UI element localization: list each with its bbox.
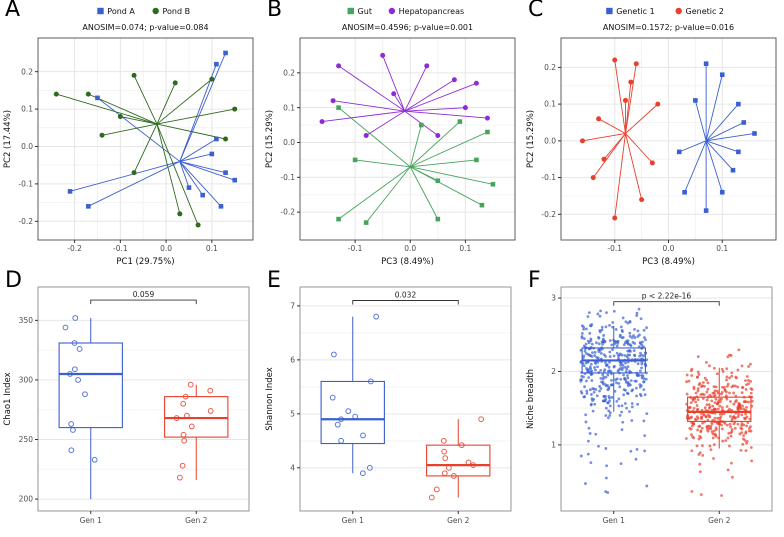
- svg-text:ANOSIM=0.074; p-value=0.084: ANOSIM=0.074; p-value=0.084: [82, 23, 208, 32]
- svg-text:0.1: 0.1: [459, 244, 471, 253]
- svg-text:6: 6: [290, 355, 295, 364]
- panel-d-chao1-boxplot: 0.059 Gen 1 Gen 2 200 250 300 350 Chao1 Index D: [0, 268, 261, 537]
- svg-text:4: 4: [290, 463, 295, 472]
- svg-text:Genetic 1: Genetic 1: [616, 7, 655, 16]
- svg-text:0.2: 0.2: [21, 67, 33, 76]
- svg-text:PC2 (17.44%): PC2 (17.44%): [3, 110, 13, 168]
- svg-text:7: 7: [290, 301, 295, 310]
- svg-text:ANOSIM=0.4596; p-value=0.001: ANOSIM=0.4596; p-value=0.001: [342, 23, 473, 32]
- svg-text:Gen 2: Gen 2: [708, 516, 731, 525]
- svg-text:350: 350: [19, 316, 34, 325]
- panel-f-label: F: [528, 268, 541, 293]
- shannon-boxplot-chart: 0.032 Gen 1 Gen 2 4 5 6 7 Shannon Index: [265, 286, 512, 525]
- svg-text:Hepatopancreas: Hepatopancreas: [399, 7, 465, 16]
- svg-text:0.0: 0.0: [544, 136, 556, 145]
- svg-text:Niche breadth: Niche breadth: [526, 369, 536, 429]
- svg-text:0.1: 0.1: [716, 244, 728, 253]
- svg-text:Pond A: Pond A: [107, 7, 135, 16]
- svg-text:0.032: 0.032: [395, 290, 417, 299]
- svg-text:300: 300: [19, 376, 34, 385]
- panel-c-pcoa-genetic: -0.1 0.0 0.1 -0.2 -0.1 0.0 0.1 0.2 PC3 (8.49%) PC…: [523, 0, 784, 270]
- svg-text:0.1: 0.1: [21, 105, 33, 114]
- svg-text:0.1: 0.1: [206, 244, 218, 253]
- svg-text:-0.1: -0.1: [113, 244, 128, 253]
- pcoa-tissue-chart: -0.1 0.0 0.1 -0.2 -0.1 0.0 0.1 0.2 PC3 (8.49%) PC…: [265, 7, 516, 267]
- svg-text:PC2 (15.29%): PC2 (15.29%): [265, 110, 275, 168]
- svg-text:-0.2: -0.2: [67, 244, 82, 253]
- svg-text:0.0: 0.0: [663, 244, 675, 253]
- niche-breadth-boxplot-chart: p < 2.22e-16 Gen 1 Gen 2 1 2 3 Niche breadth: [526, 286, 773, 525]
- svg-text:0.0: 0.0: [160, 244, 172, 253]
- panel-f-niche-boxplot: p < 2.22e-16 Gen 1 Gen 2 1 2 3 Niche breadth F: [523, 268, 784, 537]
- svg-text:-0.2: -0.2: [541, 210, 556, 219]
- svg-text:Gen 1: Gen 1: [342, 516, 365, 525]
- svg-text:-0.2: -0.2: [18, 217, 33, 226]
- svg-text:0.1: 0.1: [544, 100, 556, 109]
- chao1-boxplot-chart: 0.059 Gen 1 Gen 2 200 250 300 350 Chao1 Index: [3, 286, 250, 525]
- svg-text:Gen 1: Gen 1: [80, 516, 103, 525]
- svg-text:ANOSIM=0.1572; p-value=0.016: ANOSIM=0.1572; p-value=0.016: [603, 23, 734, 32]
- panel-d-label: D: [5, 268, 22, 293]
- svg-text:0.2: 0.2: [544, 63, 556, 72]
- pcoa-genetic-chart: -0.1 0.0 0.1 -0.2 -0.1 0.0 0.1 0.2 PC3 (8.49%) PC…: [526, 7, 777, 267]
- svg-text:Gen 2: Gen 2: [185, 516, 208, 525]
- svg-text:PC3 (8.49%): PC3 (8.49%): [642, 257, 695, 267]
- svg-text:0.0: 0.0: [404, 244, 416, 253]
- svg-text:Chao1 Index: Chao1 Index: [3, 372, 13, 425]
- svg-text:-0.1: -0.1: [607, 244, 622, 253]
- svg-text:Pond B: Pond B: [163, 7, 191, 16]
- svg-text:Gen 2: Gen 2: [447, 516, 470, 525]
- svg-text:Genetic 2: Genetic 2: [686, 7, 725, 16]
- svg-text:-0.2: -0.2: [280, 208, 295, 217]
- svg-text:5: 5: [290, 409, 295, 418]
- panel-a-pcoa-pond: -0.2 -0.1 0.0 0.1 -0.2 -0.1 0.0 0.1 0.2 PC1 (29.7…: [0, 0, 261, 270]
- svg-text:0.2: 0.2: [283, 68, 295, 77]
- svg-text:p < 2.22e-16: p < 2.22e-16: [642, 292, 692, 301]
- svg-text:Shannon Index: Shannon Index: [265, 367, 275, 430]
- svg-text:-0.1: -0.1: [541, 173, 556, 182]
- svg-text:PC2 (15.29%): PC2 (15.29%): [526, 110, 536, 168]
- svg-text:PC1 (29.75%): PC1 (29.75%): [116, 257, 174, 267]
- panel-c-label: C: [528, 0, 544, 22]
- panel-e-shannon-boxplot: 0.032 Gen 1 Gen 2 4 5 6 7 Shannon Index E: [262, 268, 523, 537]
- svg-text:Gen 1: Gen 1: [603, 516, 626, 525]
- svg-text:Gut: Gut: [358, 7, 372, 16]
- svg-text:0.0: 0.0: [21, 142, 33, 151]
- svg-text:-0.1: -0.1: [18, 179, 33, 188]
- svg-text:250: 250: [19, 435, 34, 444]
- svg-text:-0.1: -0.1: [348, 244, 363, 253]
- svg-text:1: 1: [551, 441, 556, 450]
- svg-text:-0.1: -0.1: [280, 173, 295, 182]
- pcoa-pond-chart: -0.2 -0.1 0.0 0.1 -0.2 -0.1 0.0 0.1 0.2 PC1 (29.7…: [3, 7, 254, 267]
- svg-text:200: 200: [19, 495, 34, 504]
- svg-text:3: 3: [551, 294, 556, 303]
- panel-e-label: E: [267, 268, 281, 293]
- svg-text:0.1: 0.1: [283, 103, 295, 112]
- panel-b-label: B: [267, 0, 283, 22]
- svg-text:2: 2: [551, 367, 556, 376]
- panel-a-label: A: [5, 0, 21, 22]
- panel-b-pcoa-tissue: -0.1 0.0 0.1 -0.2 -0.1 0.0 0.1 0.2 PC3 (8.49%) PC…: [262, 0, 523, 270]
- svg-text:PC3 (8.49%): PC3 (8.49%): [381, 257, 434, 267]
- svg-text:0.0: 0.0: [283, 138, 295, 147]
- svg-text:0.059: 0.059: [133, 290, 155, 299]
